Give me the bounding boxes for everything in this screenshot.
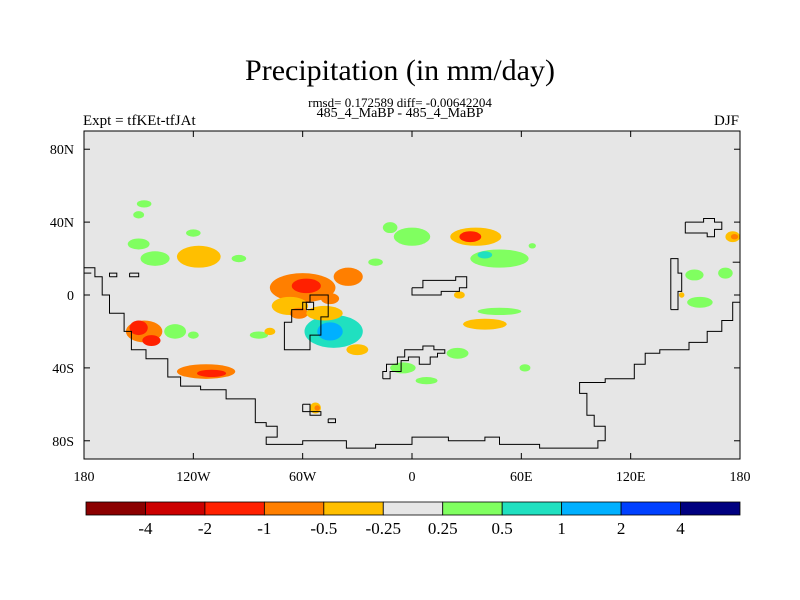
colorbar-swatch — [442, 501, 503, 516]
colorbar-swatch — [501, 501, 563, 516]
anomaly-patch — [306, 305, 343, 321]
experiment-label: Expt = tfKEt-tfJAt — [83, 113, 196, 129]
y-tick-label: 80N — [50, 143, 74, 158]
anomaly-patch — [320, 293, 340, 305]
anomaly-patch — [127, 238, 150, 250]
colorbar-label: 4 — [676, 519, 685, 538]
anomaly-patch — [142, 335, 161, 347]
anomaly-patch — [129, 320, 148, 336]
colorbar-label: -0.5 — [310, 519, 337, 538]
colorbar: -4 -2 -1 -0.5 -0.25 0.25 0.5 1 2 4 — [85, 501, 741, 538]
anomaly-patch — [176, 245, 221, 268]
anomaly-patch — [314, 405, 320, 411]
chart-title: Precipitation (in mm/day) — [245, 54, 555, 87]
anomaly-patch — [164, 324, 187, 339]
x-tick-label: 120E — [616, 470, 646, 485]
colorbar-swatch — [382, 501, 444, 516]
anomaly-patch — [463, 318, 507, 330]
coastline — [84, 267, 740, 449]
anomaly-patch — [140, 251, 170, 266]
coastline — [670, 258, 683, 311]
colorbar-swatch — [263, 501, 325, 516]
anomaly-patch — [133, 211, 145, 219]
anomaly-patch — [718, 267, 733, 279]
colorbar-label: 0.25 — [428, 519, 458, 538]
anomaly-patch — [687, 296, 713, 308]
x-tick-label: 180 — [730, 470, 751, 485]
coastline — [382, 345, 446, 380]
x-tick-label: 60E — [510, 470, 533, 485]
anomaly-patch — [186, 229, 201, 237]
anomaly-patch — [346, 344, 369, 356]
colorbar-swatch — [680, 501, 741, 516]
comparison-subtitle: 485_4_MaBP - 485_4_MaBP — [316, 106, 484, 121]
anomaly-patch — [446, 347, 469, 359]
anomaly-patch — [264, 327, 276, 336]
coastline — [327, 418, 336, 424]
coastline — [684, 218, 723, 238]
coastline — [305, 301, 315, 311]
anomaly-patch — [136, 200, 152, 208]
coastline — [302, 403, 322, 416]
anomaly-patch — [333, 267, 363, 286]
anomaly-layer — [125, 200, 740, 414]
colorbar-swatch — [204, 501, 265, 516]
colorbar-swatch — [145, 501, 206, 516]
colorbar-swatch — [620, 501, 681, 516]
colorbar-label: -1 — [257, 519, 271, 538]
x-tick-label: 180 — [74, 470, 95, 485]
y-tick-label: 40S — [52, 362, 74, 377]
anomaly-patch — [291, 278, 321, 294]
anomaly-patch — [187, 331, 199, 339]
anomaly-patch — [685, 269, 704, 281]
anomaly-patch — [382, 222, 398, 234]
anomaly-patch — [459, 231, 482, 243]
anomaly-patch — [393, 227, 431, 246]
anomaly-patch — [470, 249, 529, 268]
anomaly-patch — [415, 377, 438, 385]
anomaly-patch — [453, 291, 465, 299]
colorbar-label: 1 — [557, 519, 566, 538]
season-label: DJF — [713, 113, 739, 129]
anomaly-patch — [289, 307, 309, 319]
stats-subtitle: rmsd= 0.172589 diff= -0.00642204 — [308, 95, 492, 110]
colorbar-label: -0.25 — [366, 519, 401, 538]
colorbar-swatch — [85, 501, 146, 516]
axis-ticks: 180 120W 60W 0 60E 120E 180 80N 40N 0 40S 80S — [50, 131, 751, 485]
anomaly-patch — [477, 307, 522, 316]
anomaly-patch — [368, 258, 383, 266]
anomaly-patch — [730, 233, 739, 240]
colorbar-swatch — [323, 501, 384, 516]
anomaly-patch — [528, 243, 536, 249]
y-tick-label: 0 — [67, 289, 74, 304]
anomaly-patch — [196, 369, 227, 377]
colorbar-label: -2 — [198, 519, 212, 538]
y-tick-label: 40N — [50, 216, 74, 231]
anomaly-patch — [231, 254, 247, 263]
coastline — [129, 272, 140, 278]
colorbar-swatch — [561, 501, 622, 516]
anomaly-patch — [477, 251, 493, 259]
y-tick-label: 80S — [52, 435, 74, 450]
anomaly-patch — [317, 322, 343, 341]
anomaly-patch — [390, 362, 416, 374]
anomaly-patch — [678, 292, 685, 298]
coastline — [109, 272, 118, 278]
anomaly-patch — [249, 331, 269, 339]
x-tick-label: 120W — [176, 470, 211, 485]
coastline — [411, 276, 468, 296]
anomaly-patch — [519, 364, 531, 372]
colorbar-label: -4 — [138, 519, 153, 538]
x-tick-label: 60W — [289, 470, 317, 485]
colorbar-label: 0.5 — [492, 519, 513, 538]
x-tick-label: 0 — [409, 470, 416, 485]
coastline-layer — [84, 218, 740, 449]
colorbar-label: 2 — [617, 519, 626, 538]
coastline — [283, 294, 329, 351]
